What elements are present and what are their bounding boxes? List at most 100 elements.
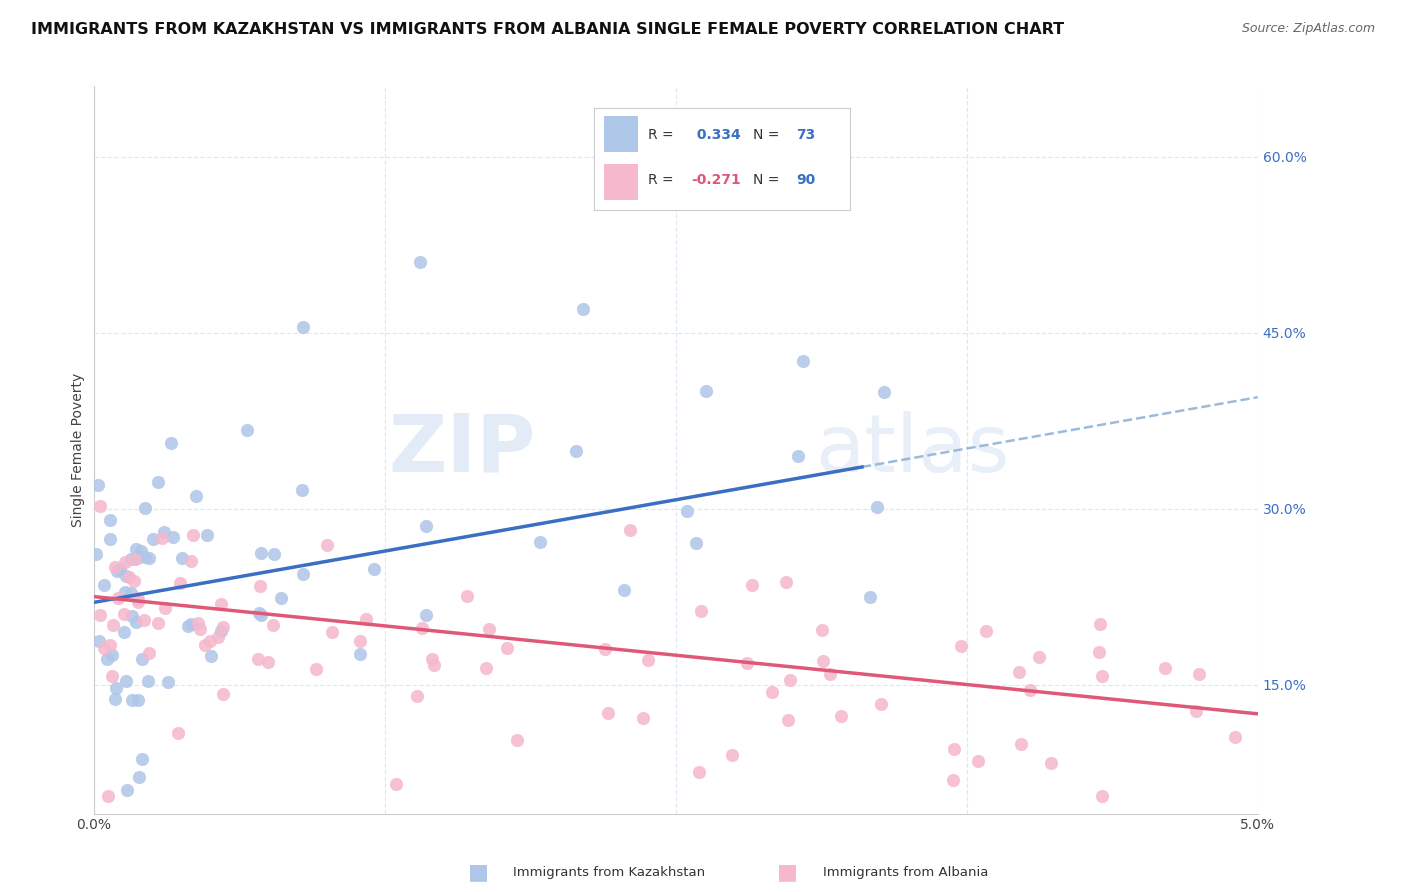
Point <box>96 652 118 666</box>
Point <box>112 607 135 622</box>
Point <box>775 575 797 590</box>
Point <box>127 591 149 606</box>
Point <box>811 654 834 668</box>
Point <box>131 752 153 766</box>
Text: ■: ■ <box>468 863 488 882</box>
Point <box>212 620 235 634</box>
Point <box>1090 616 1112 631</box>
Point <box>475 661 498 675</box>
Point <box>190 622 212 636</box>
Point <box>180 554 202 568</box>
Point <box>115 783 138 797</box>
Point <box>162 530 184 544</box>
Point <box>676 504 699 518</box>
Point <box>125 615 148 629</box>
Point <box>98 513 121 527</box>
Point <box>385 777 408 791</box>
Text: ■: ■ <box>778 863 797 882</box>
Point <box>127 595 149 609</box>
Point <box>131 652 153 666</box>
Point <box>105 564 128 578</box>
Point <box>408 255 430 269</box>
Point <box>120 551 142 566</box>
Point <box>125 551 148 566</box>
Point <box>207 630 229 644</box>
Point <box>209 624 232 639</box>
Point <box>107 591 129 605</box>
Point <box>101 648 124 663</box>
Point <box>89 608 111 623</box>
Point <box>121 608 143 623</box>
Point <box>98 638 121 652</box>
Point <box>1028 650 1050 665</box>
Point <box>84 547 107 561</box>
Point <box>246 652 269 666</box>
Point <box>157 675 180 690</box>
Point <box>529 534 551 549</box>
Point <box>478 622 501 636</box>
Point <box>761 685 783 699</box>
Point <box>97 789 120 803</box>
Point <box>1008 665 1031 680</box>
Point <box>198 634 221 648</box>
Point <box>593 641 616 656</box>
Point <box>132 613 155 627</box>
Point <box>1091 669 1114 683</box>
Point <box>101 669 124 683</box>
Point <box>138 551 160 566</box>
Point <box>262 618 284 632</box>
Point <box>354 612 377 626</box>
Point <box>270 591 292 605</box>
Point <box>87 477 110 491</box>
Point <box>115 674 138 689</box>
Text: IMMIGRANTS FROM KAZAKHSTAN VS IMMIGRANTS FROM ALBANIA SINGLE FEMALE POVERTY CORR: IMMIGRANTS FROM KAZAKHSTAN VS IMMIGRANTS… <box>31 22 1064 37</box>
Point <box>150 532 173 546</box>
Point <box>571 302 593 317</box>
Point <box>89 500 111 514</box>
Point <box>124 541 146 556</box>
Point <box>146 475 169 489</box>
Point <box>942 741 965 756</box>
Point <box>741 577 763 591</box>
Point <box>108 562 131 576</box>
Point <box>195 527 218 541</box>
Point <box>184 489 207 503</box>
Point <box>87 633 110 648</box>
Point <box>420 652 443 666</box>
Point <box>127 693 149 707</box>
Point <box>153 525 176 540</box>
Text: Immigrants from Kazakhstan: Immigrants from Kazakhstan <box>513 866 706 879</box>
Point <box>411 621 433 635</box>
Point <box>415 518 437 533</box>
Point <box>291 483 314 497</box>
Point <box>136 673 159 688</box>
Point <box>114 555 136 569</box>
Point <box>236 423 259 437</box>
Point <box>103 617 125 632</box>
Point <box>120 586 142 600</box>
Point <box>112 625 135 640</box>
Point <box>200 649 222 664</box>
Point <box>976 624 998 639</box>
Point <box>256 655 278 669</box>
Point <box>134 501 156 516</box>
Point <box>142 532 165 546</box>
Point <box>349 634 371 648</box>
Point <box>305 662 328 676</box>
Point <box>415 608 437 623</box>
Text: Immigrants from Albania: Immigrants from Albania <box>823 866 988 879</box>
Text: atlas: atlas <box>815 411 1010 489</box>
Point <box>316 538 339 552</box>
Point <box>263 547 285 561</box>
Point <box>1188 667 1211 681</box>
Point <box>104 692 127 706</box>
Point <box>779 673 801 688</box>
Point <box>792 353 814 368</box>
Point <box>1087 645 1109 659</box>
Point <box>128 770 150 784</box>
Point <box>98 532 121 546</box>
Point <box>811 624 834 638</box>
Point <box>181 528 204 542</box>
Point <box>124 552 146 566</box>
Point <box>711 167 734 181</box>
